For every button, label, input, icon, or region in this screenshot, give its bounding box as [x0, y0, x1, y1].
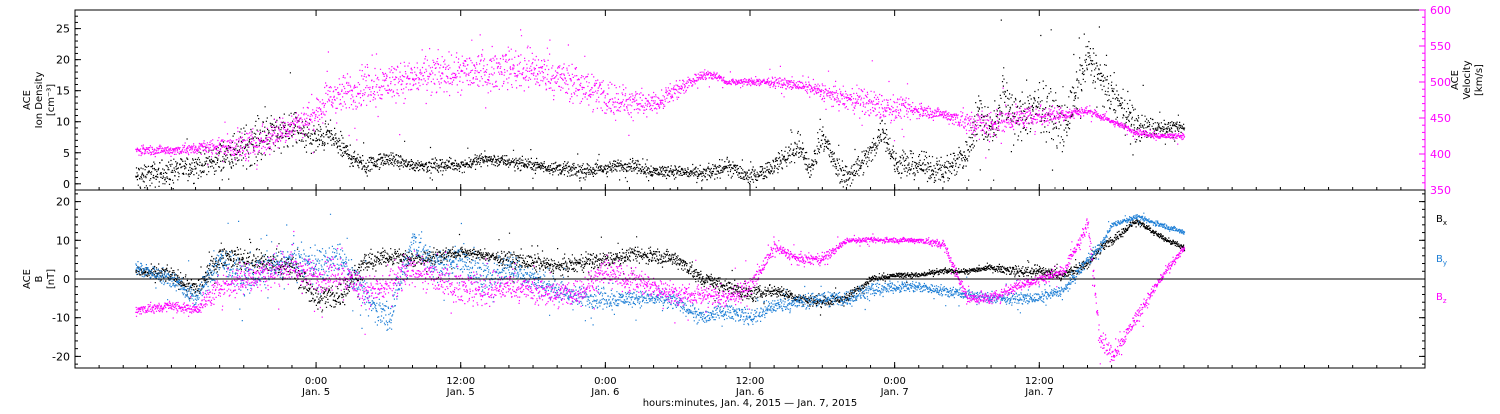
top-data: [135, 19, 1186, 190]
legend-entry-by: By: [1436, 254, 1447, 267]
top-right-tick-label: 600: [1430, 4, 1451, 17]
x-tick-label-date: Jan. 7: [1024, 387, 1053, 398]
bottom-series-bz: [135, 218, 1186, 365]
bottom-left-tick-label: 10: [56, 234, 70, 247]
top-right-tick-label: 350: [1430, 184, 1451, 197]
bottom-series-bz-points: [135, 218, 1186, 365]
top-right-tick-label: 500: [1430, 76, 1451, 89]
bottom-left-axis-label-line: B: [34, 275, 45, 282]
bottom-data: [135, 212, 1186, 365]
x-tick-label-time: 12:00: [736, 376, 765, 387]
legend-subscript: y: [1443, 259, 1447, 267]
top-frame: [74, 9, 1426, 191]
x-tick-label-date: Jan. 5: [301, 387, 330, 398]
x-tick-label-time: 12:00: [1025, 376, 1054, 387]
legend-label: B: [1436, 214, 1443, 225]
top-right-axis-label-line: Velocity: [1462, 60, 1473, 99]
bottom-left-tick-label: 0: [63, 273, 70, 286]
legend-entry-bx: Bx: [1436, 214, 1447, 227]
top-right-tick-label: 450: [1430, 112, 1451, 125]
x-tick-label-time: 0:00: [305, 376, 327, 387]
legend-label: B: [1436, 292, 1443, 303]
top-left-tick-label: 20: [56, 54, 70, 67]
top-left-tick-label: 5: [63, 147, 70, 160]
top-right-axis-label-line: [km/s]: [1474, 64, 1485, 96]
top-left-tick-label: 10: [56, 116, 70, 129]
top-series-velocity: [135, 29, 1186, 170]
top-left-tick-label: 0: [63, 178, 70, 191]
bottom-left-tick-label: 20: [56, 196, 70, 209]
top-right-tick-label: 550: [1430, 40, 1451, 53]
x-tick-label-date: Jan. 7: [880, 387, 909, 398]
x-tick-label-time: 0:00: [883, 376, 905, 387]
x-tick-label-date: Jan. 5: [446, 387, 475, 398]
bottom-left-tick-label: -10: [52, 312, 70, 325]
legend-label: B: [1436, 254, 1443, 265]
top-left-axis-label-line: Ion Density: [34, 72, 45, 129]
x-tick-label-time: 0:00: [594, 376, 616, 387]
top-left-tick-label: 15: [56, 85, 70, 98]
top-series-density: [135, 19, 1186, 190]
top-left-axis-label-line: [cm⁻³]: [46, 84, 57, 116]
legend-entry-bz: Bz: [1436, 292, 1447, 305]
x-tick-label-time: 12:00: [446, 376, 475, 387]
bottom-left-tick-label: -20: [52, 350, 70, 363]
x-tick-label-date: Jan. 6: [735, 387, 764, 398]
top-series-density-points: [135, 19, 1186, 190]
top-series-velocity-points: [135, 29, 1186, 170]
bottom-left-axis-label-line: ACE: [22, 269, 33, 289]
bottom-series-by-points: [135, 212, 1186, 331]
top-left-tick-label: 25: [56, 23, 70, 36]
legend-subscript: x: [1443, 219, 1447, 227]
top-right-tick-label: 400: [1430, 148, 1451, 161]
x-tick-label-date: Jan. 6: [590, 387, 619, 398]
legend-subscript: z: [1443, 297, 1447, 305]
top-right-axis-label-line: ACE: [1450, 70, 1461, 90]
bottom-left-axis-label-line: [nT]: [46, 269, 57, 289]
x-axis-title: hours:minutes, Jan. 4, 2015 — Jan. 7, 20…: [643, 398, 858, 409]
bottom-series-by: [135, 212, 1186, 331]
top-left-axis-label-line: ACE: [22, 90, 33, 110]
